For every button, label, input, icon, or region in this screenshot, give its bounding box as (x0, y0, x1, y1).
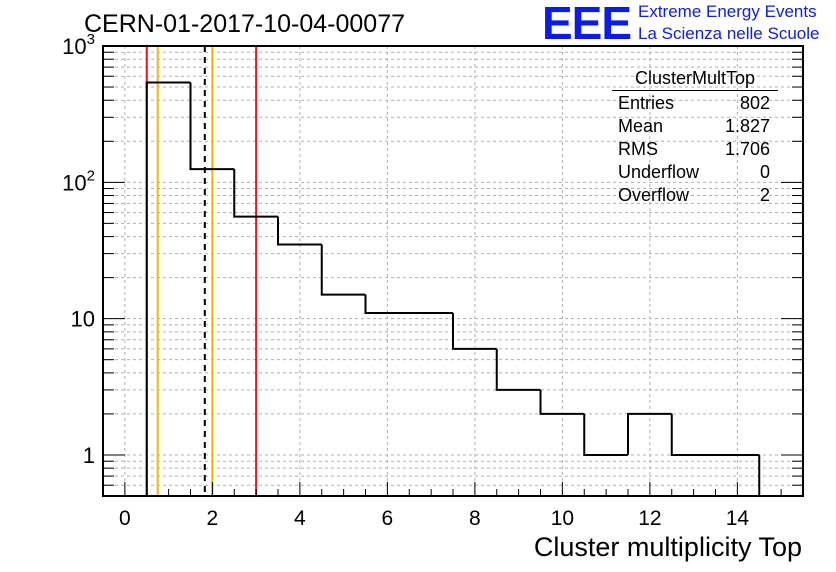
stats-box: ClusterMultTop Entries 802 Mean 1.827 RMS 1… (612, 68, 778, 207)
histogram-bin (364, 294, 453, 314)
histogram-bin (320, 244, 366, 296)
x-axis-label: Cluster multiplicity Top (533, 532, 802, 562)
stats-label: Underflow (618, 162, 700, 182)
logo-text-line2: La Scienza nelle Scuole (638, 24, 820, 43)
eee-logo: EEE (542, 0, 632, 49)
histogram-bin (495, 348, 541, 391)
histogram-bin (583, 413, 628, 456)
x-tick-label: 12 (638, 507, 661, 530)
histogram-bin (452, 312, 497, 350)
stats-row: Overflow 2 (612, 184, 778, 207)
stats-value: 1.706 (724, 139, 770, 159)
x-tick-label: 6 (382, 507, 394, 530)
axis-ticks (103, 51, 803, 497)
stats-value: 2 (759, 185, 770, 205)
run-title: CERN-01-2017-10-04-00077 (84, 10, 406, 38)
stats-title: ClusterMultTop (612, 68, 778, 91)
x-tick-label: 4 (294, 507, 306, 530)
axis-tick-labels: 0 2 4 6 8 10 12 14 1 10 102 103 (62, 31, 749, 530)
x-tick-label: 0 (119, 507, 131, 530)
stats-value: 802 (739, 93, 770, 113)
histogram-bin (670, 413, 760, 456)
stats-row: Entries 802 (612, 92, 778, 115)
stats-label: Entries (618, 93, 675, 113)
y-tick-label: 1 (83, 443, 95, 468)
stats-value: 0 (759, 162, 770, 182)
stats-value: 1.827 (724, 116, 770, 136)
stats-row: RMS 1.706 (612, 138, 778, 161)
x-tick-label: 8 (469, 507, 481, 530)
histogram-bin (145, 81, 191, 496)
reference-lines (145, 46, 258, 496)
y-tick-label: 103 (62, 31, 95, 59)
x-tick-label: 10 (551, 507, 574, 530)
stats-row: Underflow 0 (612, 161, 778, 184)
x-tick-label: 2 (207, 507, 219, 530)
histogram-bin (233, 169, 278, 218)
stats-label: RMS (618, 139, 658, 159)
stats-label: Overflow (618, 185, 690, 205)
x-tick-label: 14 (726, 507, 750, 530)
stats-label: Mean (618, 116, 664, 136)
histogram-series (145, 81, 761, 496)
y-tick-label: 10 (71, 307, 95, 332)
y-tick-label: 102 (62, 167, 95, 195)
stats-row: Mean 1.827 (612, 115, 778, 138)
logo-text-line1: Extreme Energy Events (638, 2, 817, 21)
histogram-bin (189, 82, 235, 171)
histogram-bin (539, 389, 585, 415)
histogram-bin (277, 216, 322, 246)
histogram-bin (627, 412, 672, 455)
